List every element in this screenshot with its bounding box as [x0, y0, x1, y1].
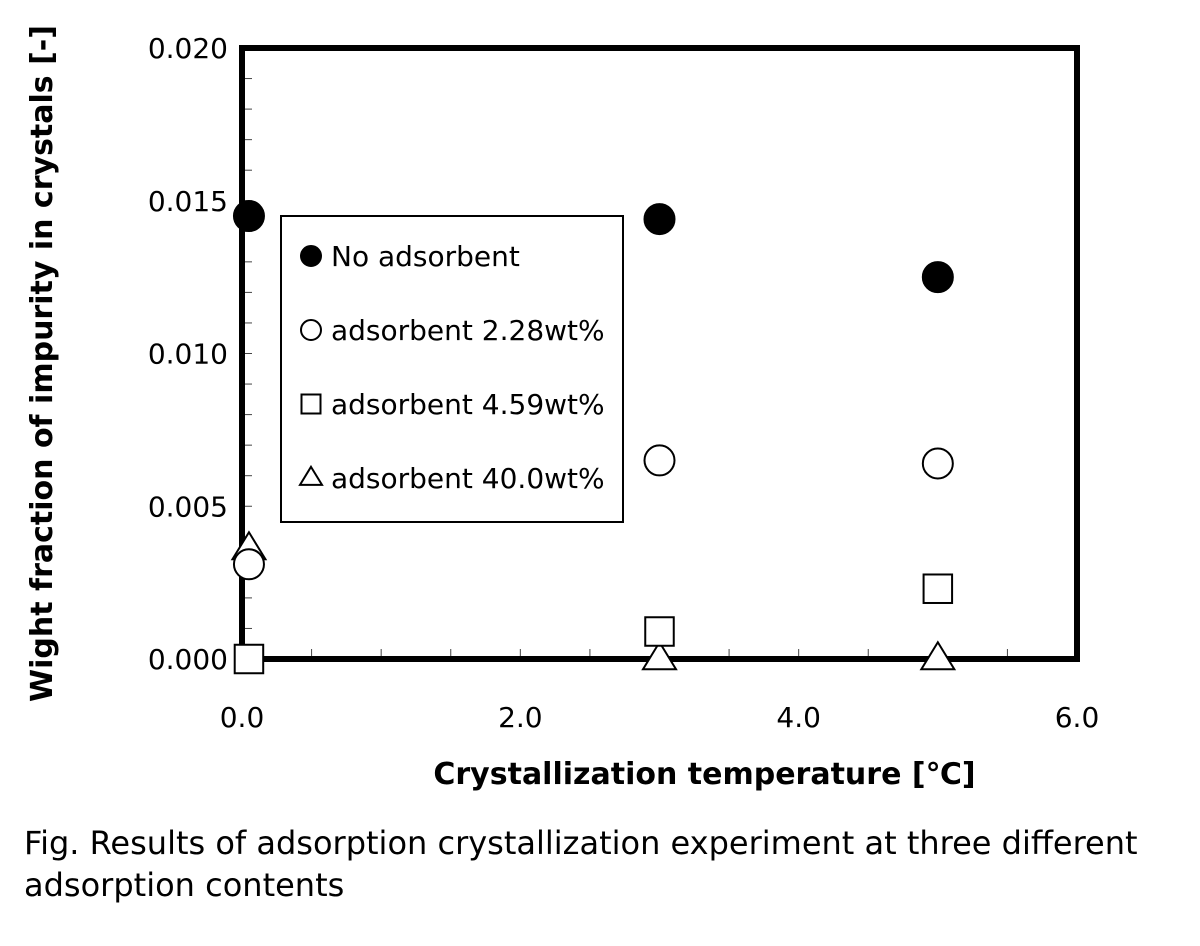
legend-label: adsorbent 2.28wt% [331, 314, 605, 347]
legend-label: adsorbent 4.59wt% [331, 388, 605, 421]
data-point-filled-circle [643, 203, 676, 236]
data-point-open-square [922, 573, 954, 604]
y-tick-label: 0.000 [148, 643, 228, 676]
data-point-open-square [233, 643, 265, 675]
legend-box [280, 215, 624, 523]
data-point-open-circle [232, 548, 265, 581]
data-point-open-circle [643, 444, 676, 477]
legend-label: No adsorbent [331, 240, 520, 273]
figure-caption: Fig. Results of adsorption crystallizati… [24, 824, 1138, 904]
legend-marker-open-circle [300, 319, 322, 341]
data-point-filled-circle [921, 261, 954, 294]
y-tick-label: 0.020 [148, 32, 228, 65]
x-tick-label: 2.0 [498, 701, 543, 734]
y-tick-labels: 0.000 0.005 0.010 0.015 0.020 [148, 32, 228, 676]
x-tick-labels: 0.0 2.0 4.0 6.0 [220, 701, 1100, 734]
y-tick-label: 0.010 [148, 338, 228, 371]
scatter-chart: 0.000 0.005 0.010 0.015 0.020 0.0 2.0 4.0 6.0 C… [25, 25, 1100, 792]
legend-marker-open-square [300, 393, 322, 415]
data-markers [230, 200, 957, 675]
data-point-open-triangle [641, 640, 678, 671]
legend-marker-filled-circle [300, 245, 322, 267]
x-tick-label: 4.0 [776, 701, 821, 734]
legend-label: adsorbent 40.0wt% [331, 462, 605, 495]
x-tick-label: 0.0 [220, 701, 265, 734]
data-point-open-triangle [919, 640, 957, 671]
data-point-filled-circle [232, 200, 265, 233]
y-axis-title: Wight fraction of impurity in crystals [… [25, 25, 60, 702]
legend-marker-open-triangle [298, 464, 324, 486]
legend: No adsorbent adsorbent 2.28wt% adsorbent 4… [280, 215, 624, 523]
y-tick-label: 0.005 [148, 490, 228, 523]
x-axis-title: Crystallization temperature [℃] [433, 757, 975, 792]
data-point-open-square [644, 616, 675, 647]
y-tick-label: 0.015 [148, 185, 228, 218]
x-tick-label: 6.0 [1055, 701, 1100, 734]
data-point-open-circle [921, 447, 954, 480]
